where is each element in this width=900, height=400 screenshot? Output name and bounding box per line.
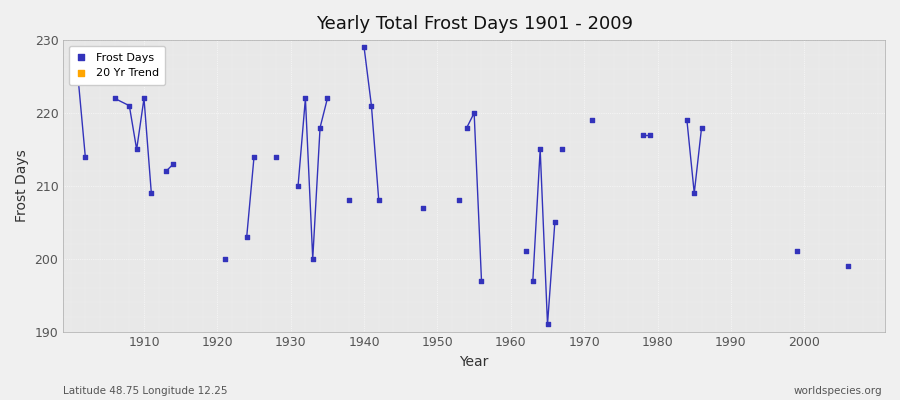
Point bbox=[555, 146, 570, 153]
Point bbox=[78, 154, 93, 160]
Point bbox=[357, 44, 372, 50]
Point bbox=[453, 197, 467, 204]
Point bbox=[467, 110, 482, 116]
Point bbox=[680, 117, 694, 124]
Point bbox=[364, 102, 379, 109]
Point bbox=[474, 277, 489, 284]
Point bbox=[687, 190, 701, 196]
Y-axis label: Frost Days: Frost Days bbox=[15, 150, 29, 222]
Point bbox=[218, 256, 232, 262]
Point bbox=[269, 154, 284, 160]
Point bbox=[158, 168, 173, 174]
Point bbox=[372, 197, 386, 204]
Point bbox=[239, 234, 254, 240]
Point bbox=[313, 124, 328, 131]
Point bbox=[247, 154, 261, 160]
Point bbox=[695, 124, 709, 131]
Point bbox=[144, 190, 158, 196]
Point bbox=[71, 73, 86, 80]
Point bbox=[635, 132, 650, 138]
Legend: Frost Days, 20 Yr Trend: Frost Days, 20 Yr Trend bbox=[68, 46, 166, 85]
Point bbox=[137, 95, 151, 102]
Point bbox=[130, 146, 144, 153]
Point bbox=[790, 248, 805, 255]
Text: Latitude 48.75 Longitude 12.25: Latitude 48.75 Longitude 12.25 bbox=[63, 386, 228, 396]
Point bbox=[166, 161, 181, 167]
Point bbox=[540, 321, 554, 328]
Point bbox=[460, 124, 474, 131]
Point bbox=[547, 219, 562, 226]
Text: worldspecies.org: worldspecies.org bbox=[794, 386, 882, 396]
Point bbox=[533, 146, 547, 153]
Point bbox=[643, 132, 657, 138]
Point bbox=[342, 197, 356, 204]
Point bbox=[518, 248, 533, 255]
Point bbox=[320, 95, 335, 102]
Point bbox=[526, 277, 540, 284]
Point bbox=[584, 117, 598, 124]
Point bbox=[291, 183, 305, 189]
Point bbox=[416, 204, 430, 211]
Point bbox=[122, 102, 137, 109]
Point bbox=[305, 256, 320, 262]
Point bbox=[842, 263, 856, 269]
Title: Yearly Total Frost Days 1901 - 2009: Yearly Total Frost Days 1901 - 2009 bbox=[316, 15, 633, 33]
Point bbox=[298, 95, 312, 102]
Point bbox=[107, 95, 122, 102]
X-axis label: Year: Year bbox=[460, 355, 489, 369]
